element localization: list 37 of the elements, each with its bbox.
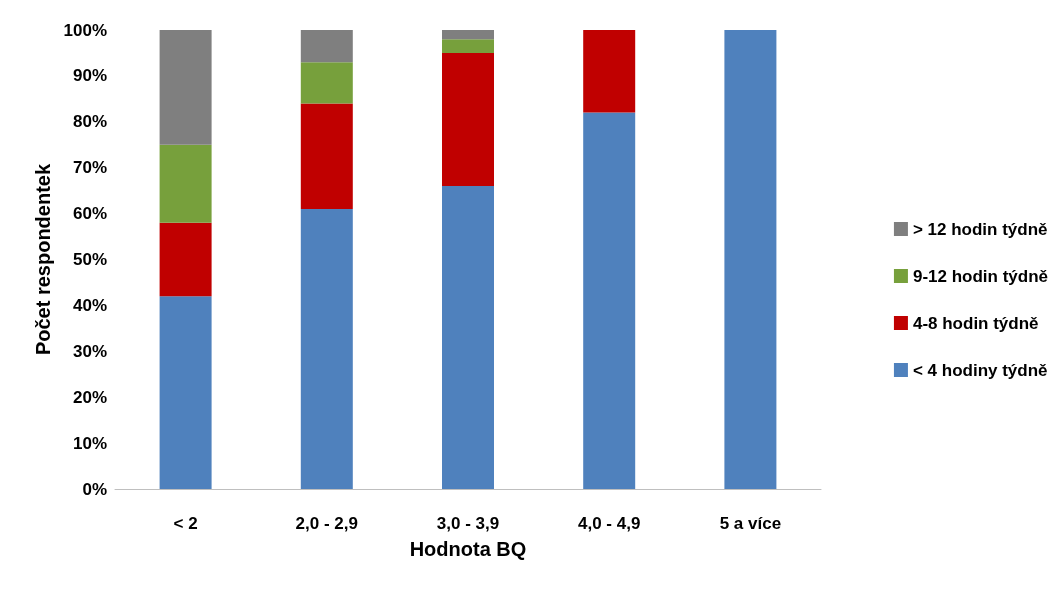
x-axis-title: Hodnota BQ [409, 538, 527, 560]
bar [300, 30, 353, 63]
y-tick-label: 10% [72, 433, 107, 453]
bar [300, 103, 353, 210]
legend-label: > 12 hodin týdně [912, 219, 1048, 239]
bar [300, 209, 353, 489]
bar [442, 30, 494, 40]
y-tick-label: 80% [72, 112, 107, 132]
x-tick-label: 4,0 - 4,9 [578, 514, 641, 533]
y-tick-label: 20% [72, 387, 107, 407]
y-tick-label: 70% [72, 158, 107, 178]
bar [442, 186, 494, 489]
y-axis-title: Počet respondentek [31, 163, 54, 356]
y-tick-label: 50% [72, 250, 107, 269]
x-tick-label: 2,0 - 2,9 [295, 514, 358, 533]
bar [159, 222, 212, 297]
bar [159, 144, 212, 223]
bar [583, 112, 636, 489]
bar [300, 62, 353, 104]
y-tick-label: 40% [72, 295, 107, 315]
legend-label: 4-8 hodin týdně [912, 313, 1039, 333]
y-tick-label: 60% [72, 204, 107, 224]
y-tick-label: 30% [72, 341, 107, 361]
y-tick-label: 0% [82, 479, 107, 499]
bar [583, 30, 636, 113]
bar [159, 30, 212, 145]
y-tick-label: 90% [72, 66, 107, 86]
x-tick-label: < 2 [173, 514, 198, 533]
legend-label: < 4 hodiny týdně [912, 360, 1048, 380]
x-tick-label: 3,0 - 3,9 [436, 514, 500, 533]
bar [159, 296, 212, 489]
bar [724, 30, 777, 489]
y-tick-label: 100% [63, 20, 107, 40]
x-tick-label: 5 a více [719, 514, 782, 533]
bar [442, 52, 494, 187]
legend-label: 9-12 hodin týdně [912, 266, 1049, 286]
bar [442, 39, 494, 53]
